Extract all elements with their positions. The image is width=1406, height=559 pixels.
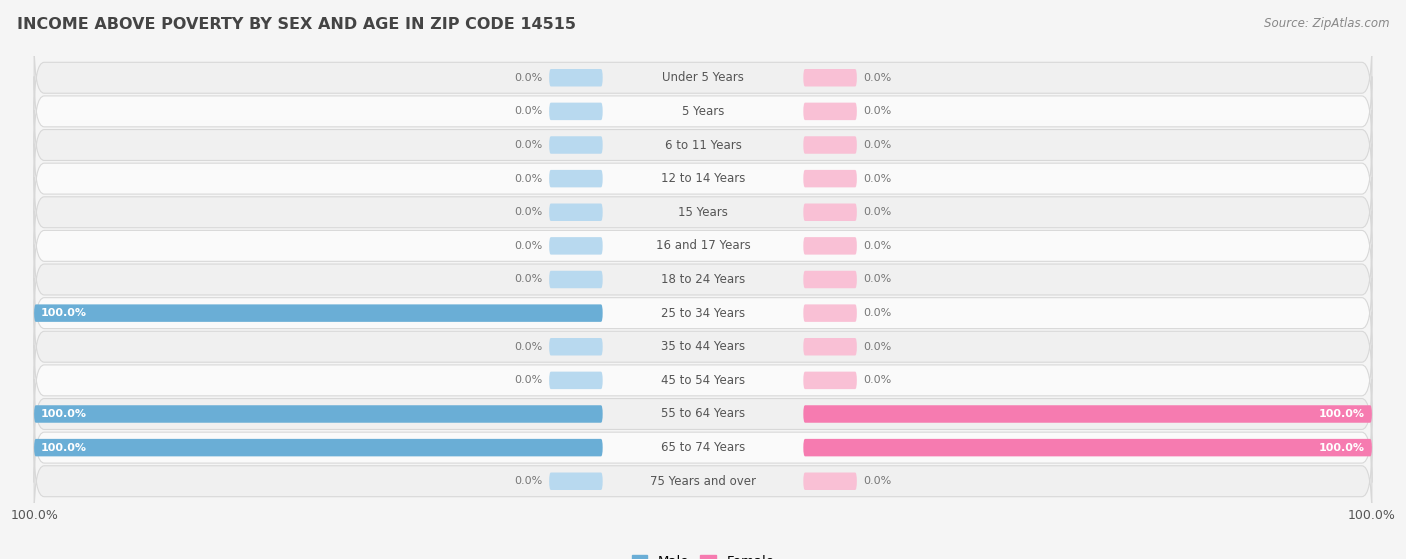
Text: 0.0%: 0.0% [515, 241, 543, 251]
Text: 15 Years: 15 Years [678, 206, 728, 219]
Text: 0.0%: 0.0% [863, 207, 891, 217]
Text: 100.0%: 100.0% [41, 409, 87, 419]
Text: 0.0%: 0.0% [863, 140, 891, 150]
FancyBboxPatch shape [34, 312, 1372, 382]
FancyBboxPatch shape [550, 136, 603, 154]
FancyBboxPatch shape [550, 103, 603, 120]
FancyBboxPatch shape [34, 405, 603, 423]
FancyBboxPatch shape [34, 345, 1372, 415]
FancyBboxPatch shape [803, 271, 856, 288]
Text: 6 to 11 Years: 6 to 11 Years [665, 139, 741, 151]
Text: 0.0%: 0.0% [515, 274, 543, 285]
FancyBboxPatch shape [803, 103, 856, 120]
Text: 0.0%: 0.0% [515, 207, 543, 217]
FancyBboxPatch shape [803, 372, 856, 389]
FancyBboxPatch shape [34, 278, 1372, 348]
Text: 0.0%: 0.0% [863, 342, 891, 352]
Text: 0.0%: 0.0% [863, 73, 891, 83]
FancyBboxPatch shape [803, 405, 1372, 423]
Text: 0.0%: 0.0% [515, 140, 543, 150]
FancyBboxPatch shape [550, 372, 603, 389]
FancyBboxPatch shape [550, 69, 603, 87]
FancyBboxPatch shape [34, 211, 1372, 281]
Text: 55 to 64 Years: 55 to 64 Years [661, 408, 745, 420]
Text: 0.0%: 0.0% [515, 106, 543, 116]
Text: 5 Years: 5 Years [682, 105, 724, 118]
FancyBboxPatch shape [34, 305, 603, 322]
Text: 75 Years and over: 75 Years and over [650, 475, 756, 488]
FancyBboxPatch shape [550, 203, 603, 221]
FancyBboxPatch shape [34, 77, 1372, 146]
FancyBboxPatch shape [550, 237, 603, 254]
Legend: Male, Female: Male, Female [631, 555, 775, 559]
FancyBboxPatch shape [803, 136, 856, 154]
Text: 45 to 54 Years: 45 to 54 Years [661, 374, 745, 387]
Text: 100.0%: 100.0% [1319, 409, 1365, 419]
FancyBboxPatch shape [34, 439, 603, 456]
FancyBboxPatch shape [34, 244, 1372, 315]
Text: 12 to 14 Years: 12 to 14 Years [661, 172, 745, 185]
FancyBboxPatch shape [803, 439, 1372, 456]
Text: 0.0%: 0.0% [515, 376, 543, 385]
FancyBboxPatch shape [803, 305, 856, 322]
FancyBboxPatch shape [803, 203, 856, 221]
FancyBboxPatch shape [34, 413, 1372, 482]
Text: 18 to 24 Years: 18 to 24 Years [661, 273, 745, 286]
Text: 0.0%: 0.0% [863, 308, 891, 318]
Text: Source: ZipAtlas.com: Source: ZipAtlas.com [1264, 17, 1389, 30]
Text: 100.0%: 100.0% [41, 308, 87, 318]
Text: 0.0%: 0.0% [863, 106, 891, 116]
FancyBboxPatch shape [550, 472, 603, 490]
FancyBboxPatch shape [803, 237, 856, 254]
Text: 100.0%: 100.0% [41, 443, 87, 453]
Text: Under 5 Years: Under 5 Years [662, 71, 744, 84]
FancyBboxPatch shape [803, 472, 856, 490]
FancyBboxPatch shape [803, 69, 856, 87]
FancyBboxPatch shape [550, 271, 603, 288]
Text: 16 and 17 Years: 16 and 17 Years [655, 239, 751, 252]
Text: 35 to 44 Years: 35 to 44 Years [661, 340, 745, 353]
Text: 25 to 34 Years: 25 to 34 Years [661, 307, 745, 320]
FancyBboxPatch shape [550, 338, 603, 356]
Text: 0.0%: 0.0% [515, 476, 543, 486]
Text: 0.0%: 0.0% [863, 476, 891, 486]
Text: 100.0%: 100.0% [1319, 443, 1365, 453]
FancyBboxPatch shape [34, 43, 1372, 113]
FancyBboxPatch shape [34, 110, 1372, 180]
Text: 0.0%: 0.0% [515, 174, 543, 183]
Text: 0.0%: 0.0% [863, 274, 891, 285]
FancyBboxPatch shape [34, 379, 1372, 449]
Text: INCOME ABOVE POVERTY BY SEX AND AGE IN ZIP CODE 14515: INCOME ABOVE POVERTY BY SEX AND AGE IN Z… [17, 17, 576, 32]
Text: 0.0%: 0.0% [863, 174, 891, 183]
FancyBboxPatch shape [34, 177, 1372, 247]
Text: 0.0%: 0.0% [863, 376, 891, 385]
FancyBboxPatch shape [550, 170, 603, 187]
FancyBboxPatch shape [34, 446, 1372, 516]
FancyBboxPatch shape [803, 338, 856, 356]
FancyBboxPatch shape [34, 144, 1372, 214]
FancyBboxPatch shape [803, 170, 856, 187]
Text: 0.0%: 0.0% [515, 73, 543, 83]
Text: 0.0%: 0.0% [863, 241, 891, 251]
Text: 65 to 74 Years: 65 to 74 Years [661, 441, 745, 454]
Text: 0.0%: 0.0% [515, 342, 543, 352]
